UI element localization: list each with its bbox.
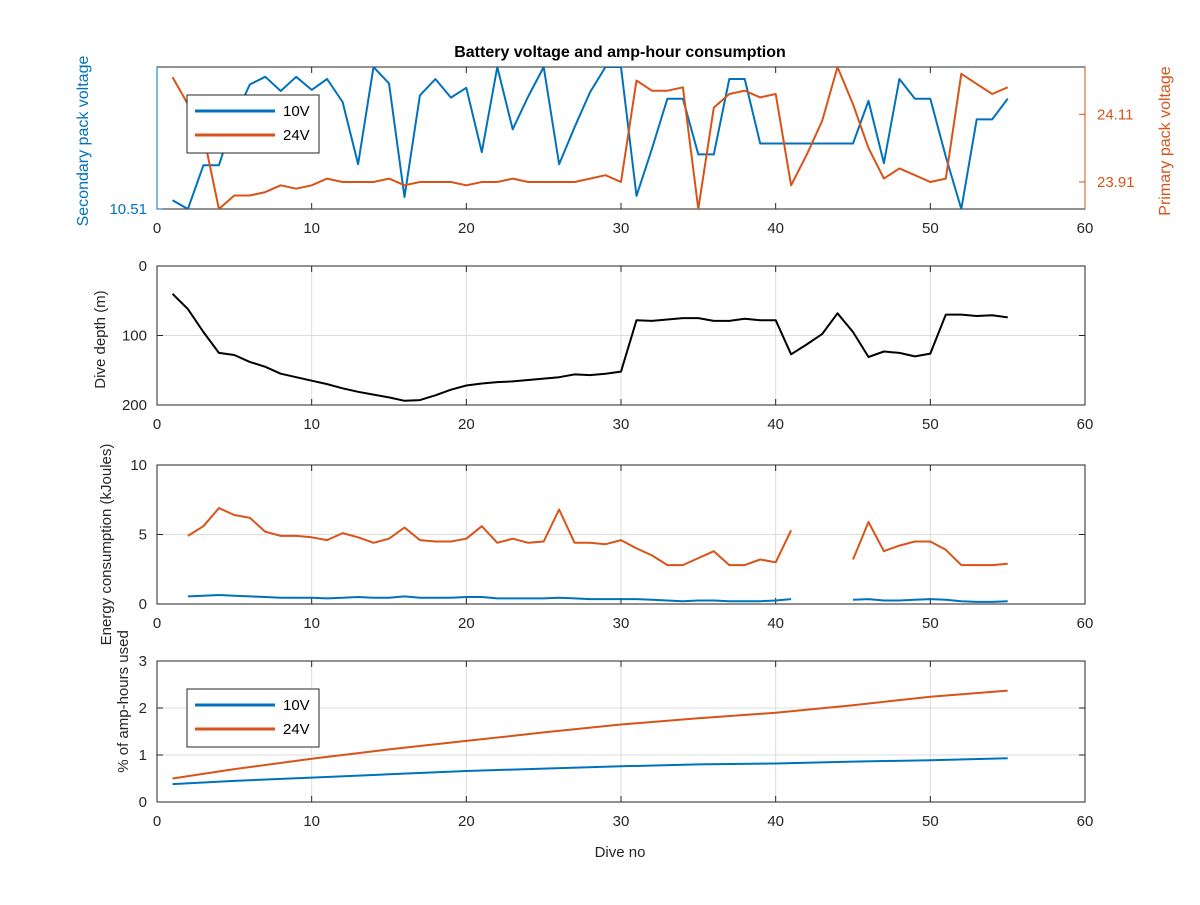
legend-label: 10V [283,103,310,120]
x-tick-label: 0 [153,416,161,433]
series-line-24v [172,689,1008,780]
x-tick-label: 10 [303,813,320,830]
x-tick-label: 60 [1077,615,1094,632]
y-tick-label: 0 [139,596,147,613]
axes-4: 0 10 20 30 40 50 60 0 1 2 3 % of amp-hours used 10V 2… [115,630,1093,830]
x-tick-label: 40 [767,220,784,237]
x-tick-label: 40 [767,416,784,433]
legend-box [186,688,320,748]
x-tick-label: 20 [458,813,475,830]
y-tick-label: 2 [139,700,147,717]
x-tick-label: 30 [613,615,630,632]
axes-1: 0 10 20 30 40 50 60 10.51 23.91 24.11 Secondary pa… [75,56,1174,237]
y-tick-label: 100 [122,328,147,345]
series-line-24v [187,507,793,567]
y-tick-label: 0 [139,794,147,811]
x-tick-label: 0 [153,615,161,632]
x-tick-label: 50 [922,416,939,433]
y-right-tick-label: 24.11 [1097,106,1133,123]
y-tick-label: 5 [139,527,147,544]
x-tick-label: 40 [767,615,784,632]
y-right-tick-label: 23.91 [1097,174,1135,191]
axes-3: 0 10 20 30 40 50 60 0 5 10 Energy consumption (kJo… [98,444,1093,646]
y-tick-label: 3 [139,653,147,670]
y-left-axis-label: Secondary pack voltage [75,56,92,227]
x-tick-label: 50 [922,813,939,830]
x-tick-label: 20 [458,615,475,632]
x-tick-label: 50 [922,615,939,632]
series-line-24v [852,521,1008,567]
series-line-10v [172,757,1008,786]
x-tick-label: 10 [303,416,320,433]
series-line-24v [171,67,1009,209]
y-tick-label: 200 [122,397,147,414]
axes-2: 0 10 20 30 40 50 60 0 100 200 Dive depth (m) [92,258,1093,433]
x-tick-label: 40 [767,813,784,830]
x-tick-label: 30 [613,813,630,830]
x-tick-label: 0 [153,220,161,237]
x-tick-label: 50 [922,220,939,237]
figure-title: Battery voltage and amp-hour consumption [454,44,786,61]
series-group [171,67,1009,209]
x-tick-label: 60 [1077,813,1094,830]
series-line-depth [171,293,1008,402]
legend-box [186,94,320,154]
y-tick-label: 0 [139,258,147,275]
x-tick-label: 20 [458,416,475,433]
x-tick-label: 30 [613,220,630,237]
series-line-10v [852,598,1008,603]
y-axis-label: Energy consumption (kJoules) [98,444,115,646]
y-tick-label: 1 [139,747,147,764]
x-tick-label: 10 [303,220,320,237]
series-line-10v [172,67,1009,209]
x-tick-label: 60 [1077,416,1094,433]
y-left-tick-label: 10.51 [109,201,147,218]
legend-label: 10V [283,697,310,714]
x-axis-label: Dive no [595,844,646,861]
x-tick-label: 20 [458,220,475,237]
y-axis-label: % of amp-hours used [115,630,132,773]
x-tick-label: 10 [303,615,320,632]
y-axis-label: Dive depth (m) [92,290,109,388]
legend-label: 24V [283,127,310,144]
y-right-axis-label: Primary pack voltage [1157,66,1174,215]
x-tick-label: 60 [1077,220,1094,237]
series-line-10v [187,594,792,603]
legend-label: 24V [283,721,310,738]
x-tick-label: 30 [613,416,630,433]
x-tick-label: 0 [153,813,161,830]
y-tick-label: 10 [130,457,147,474]
